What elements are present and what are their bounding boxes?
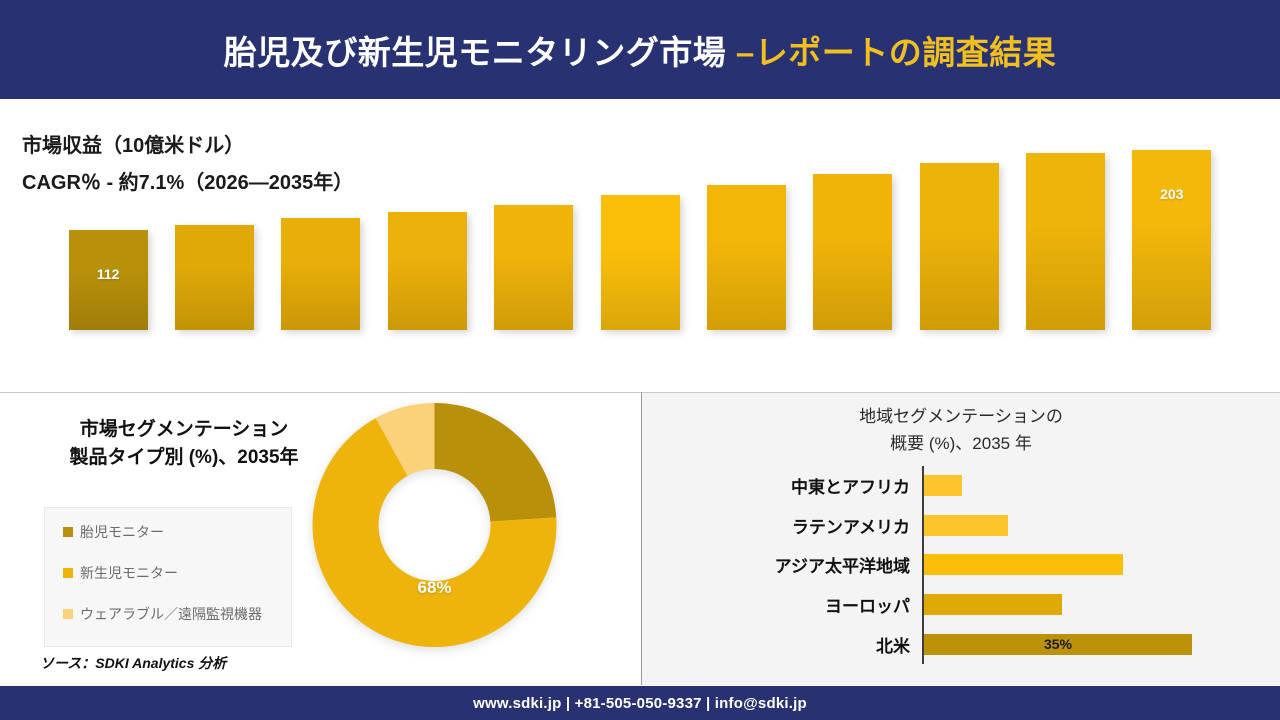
revenue-unit-label: 市場収益（10億米ドル） [22,135,245,157]
regional-bar-row: ラテンアメリカ [642,506,1280,546]
legend-item[interactable]: 新生児モニター [63,563,291,583]
regional-bar-row: アジア太平洋地域 [642,545,1280,585]
regional-title-line1: 地域セグメンテーションの [859,407,1063,426]
donut-title-line1: 市場セグメンテーション [79,419,289,440]
main-bar [281,218,361,330]
main-bar [813,174,893,330]
page-header: 胎児及び新生児モニタリング市場 –レポートの調査結果 [0,0,1280,99]
main-bar [175,225,255,330]
cagr-label: CAGR％ - 約7.1%（2026―2035年） [22,172,354,194]
legend-swatch-icon [63,568,73,578]
main-bar [1132,149,1212,330]
main-bar [600,194,680,330]
regional-bar-row: 北米 35% [642,624,1280,664]
donut-chart-title: 市場セグメンテーション 製品タイプ別 (%)、2035年 [34,416,334,471]
donut-slice[interactable] [312,418,557,647]
page-footer: www.sdki.jp | +81-505-050-9337 | info@sd… [0,686,1280,720]
source-note: ソース：SDKI Analytics 分析 [40,655,227,671]
regional-chart-axis [922,466,924,664]
donut-chart-legend: 胎児モニター 新生児モニターウェアラブル／遠隔監視機器 [44,507,292,647]
page-title-main: 胎児及び新生児モニタリング市場 [223,33,736,71]
donut-slice[interactable] [375,403,435,476]
donut-chart: 68% [312,400,557,650]
regional-bar[interactable] [924,633,1192,655]
page-title: 胎児及び新生児モニタリング市場 –レポートの調査結果 [224,26,1057,74]
horizontal-divider [0,392,1280,393]
regional-bar-label: アジア太平洋地域 [774,557,910,577]
regional-chart-plot-area: 中東とアフリカ ラテンアメリカアジア太平洋地域ヨーロッパ北米 35% [642,466,1280,664]
main-chart-plot-area: 1122025年2026年2027年2028年2029年2030年2031年20… [55,130,1225,554]
regional-bar[interactable] [924,514,1009,536]
footer-contact-text: www.sdki.jp | +81-505-050-9337 | info@sd… [473,694,807,712]
legend-item-label: 新生児モニター [80,565,178,581]
legend-item-label: ウェアラブル／遠隔監視機器 [80,606,262,622]
regional-bar[interactable] [924,475,963,497]
regional-bar-label: 中東とアフリカ [791,478,910,498]
main-bar [1025,153,1105,330]
donut-chart-svg [312,403,557,647]
legend-item[interactable]: 胎児モニター [63,522,291,542]
regional-bar-label: ラテンアメリカ [791,517,910,537]
market-revenue-bar-chart: 1122025年2026年2027年2028年2029年2030年2031年20… [0,120,1280,554]
product-segmentation-panel: 市場セグメンテーション 製品タイプ別 (%)、2035年 胎児モニター 新生児モニ… [0,393,641,685]
regional-title-line2: 概要 (%)、2035 年 [890,434,1032,454]
vertical-divider [641,392,642,685]
regional-chart-title: 地域セグメンテーションの 概要 (%)、2035 年 [642,403,1280,457]
legend-swatch-icon [63,609,73,619]
legend-item[interactable]: ウェアラブル／遠隔監視機器 [63,604,291,624]
legend-swatch-icon [63,527,73,537]
main-bar [919,162,999,330]
regional-bar[interactable] [924,554,1124,576]
regional-bar-row: 中東とアフリカ [642,466,1280,506]
subtitle-block: 市場収益（10億米ドル） CAGR％ - 約7.1%（2026―2035年） [22,136,542,193]
regional-bar-value-label: 35% [1043,635,1073,652]
main-bar [706,185,786,330]
regional-bar[interactable] [924,594,1062,616]
main-bar [68,230,148,330]
donut-main-slice-value: 68% [417,578,452,597]
main-bar-value-label: 112 [96,266,120,283]
page-title-accent: –レポートの調査結果 [735,33,1057,71]
main-bar-value-label: 203 [1160,185,1184,202]
regional-bar-row: ヨーロッパ [642,585,1280,625]
regional-bar-label: 北米 [876,636,910,656]
donut-slice[interactable] [434,403,557,522]
regional-bar-label: ヨーロッパ [825,597,910,617]
main-bar [387,211,467,330]
regional-segmentation-panel: 地域セグメンテーションの 概要 (%)、2035 年 中東とアフリカ ラテンアメリ… [642,393,1280,685]
donut-title-line2: 製品タイプ別 (%)、2035年 [69,446,299,468]
legend-item-label: 胎児モニター [80,524,164,540]
main-bar [494,204,574,330]
